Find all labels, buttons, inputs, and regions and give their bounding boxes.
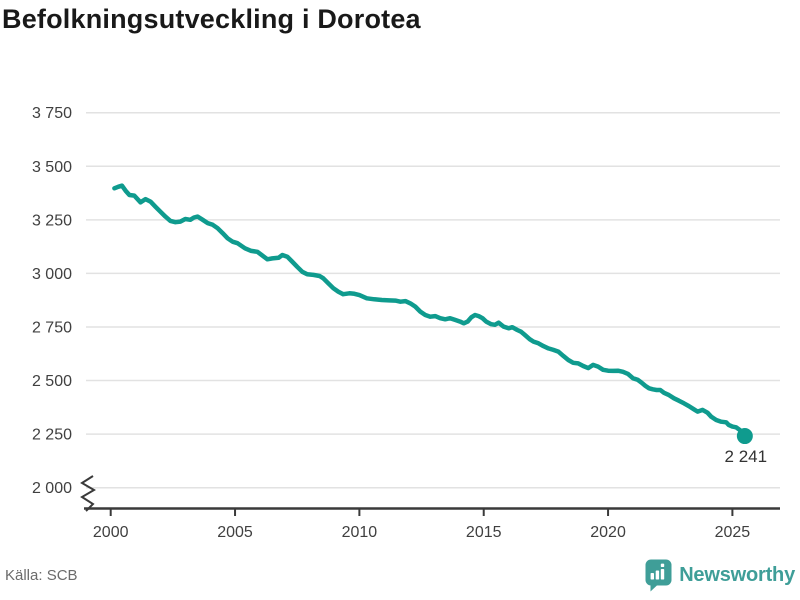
axis-break-icon (80, 475, 96, 512)
y-tick-label: 2 250 (32, 427, 72, 444)
series-end-label: 2 241 (725, 447, 768, 466)
x-tick-label: 2000 (93, 524, 129, 541)
x-tick-label: 2010 (342, 524, 378, 541)
x-tick-label: 2025 (715, 524, 751, 541)
y-tick-label: 2 000 (32, 480, 72, 497)
x-tick-label: 2005 (217, 524, 253, 541)
population-series-line (112, 183, 748, 439)
chart-footer: Källa: SCB Newsworthy (0, 556, 800, 600)
source-label: Källa: SCB (5, 566, 78, 584)
y-tick-label: 3 000 (32, 266, 72, 283)
y-tick-label: 3 500 (32, 159, 72, 176)
x-tick-label: 2015 (466, 524, 502, 541)
newsworthy-bubble-barchart-icon (645, 559, 672, 591)
y-tick-label: 3 750 (32, 105, 72, 122)
series-end-dot (736, 428, 753, 445)
brand-name: Newsworthy (679, 563, 795, 586)
page-title: Befolkningsutveckling i Dorotea (2, 4, 421, 34)
y-tick-label: 2 750 (32, 319, 72, 336)
y-tick-label: 2 500 (32, 373, 72, 390)
newsworthy-logo[interactable]: Newsworthy (645, 559, 795, 592)
x-tick-label: 2020 (590, 524, 626, 541)
y-tick-label: 3 250 (32, 212, 72, 229)
